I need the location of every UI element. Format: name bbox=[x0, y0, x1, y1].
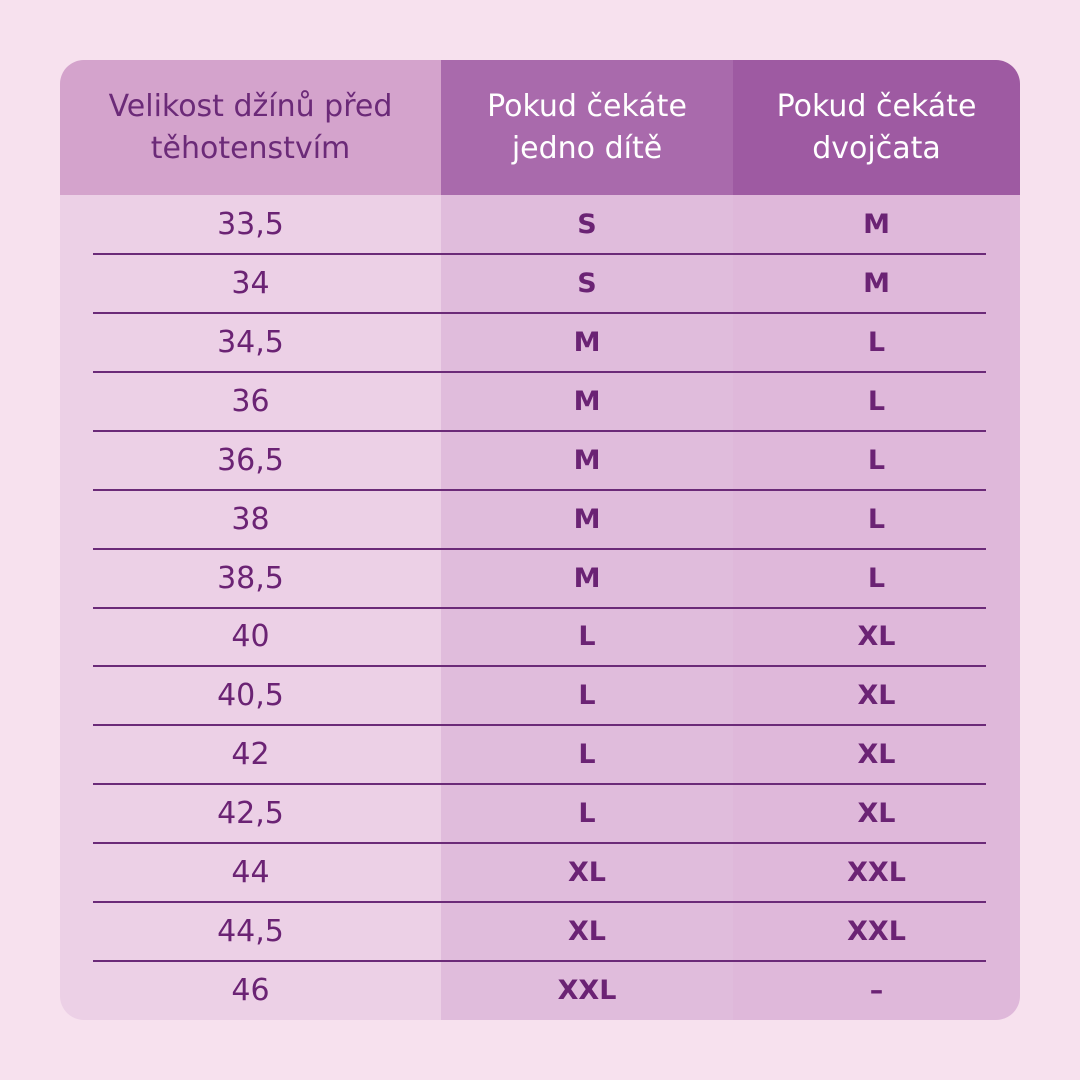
table-cell: M bbox=[863, 208, 890, 240]
row-separator bbox=[93, 724, 986, 727]
row-separator bbox=[93, 252, 986, 255]
table-cell: L bbox=[867, 503, 886, 535]
table-cell: L bbox=[867, 444, 886, 476]
table-cell: XL bbox=[857, 739, 896, 771]
table-cell: 46 bbox=[231, 973, 270, 1009]
table-cell: M bbox=[863, 267, 890, 299]
table-cell: S bbox=[577, 208, 597, 240]
table-cell: 34,5 bbox=[217, 324, 284, 360]
table-cell: 36,5 bbox=[217, 442, 284, 478]
table-cell: M bbox=[573, 385, 601, 417]
table-cell: XL bbox=[857, 621, 896, 653]
table-cell: XXL bbox=[557, 975, 617, 1007]
table-cell: XXL bbox=[847, 916, 906, 948]
row-separator bbox=[93, 665, 986, 668]
row-separator bbox=[93, 960, 986, 963]
table-cell: L bbox=[578, 798, 596, 830]
row-separator bbox=[93, 429, 986, 432]
row-separator bbox=[93, 606, 986, 609]
table-cell: 38 bbox=[231, 501, 270, 537]
header-cell: Pokud čekáte jedno dítě bbox=[441, 60, 733, 195]
table-cell: XXL bbox=[847, 857, 906, 889]
table-cell: S bbox=[577, 267, 597, 299]
column-bg bbox=[733, 60, 1020, 1020]
table-cell: XL bbox=[567, 916, 607, 948]
table-cell: L bbox=[867, 562, 886, 594]
table-cell: 40,5 bbox=[217, 678, 284, 714]
table-cell: 38,5 bbox=[217, 560, 284, 596]
table-cell: 42,5 bbox=[217, 796, 284, 832]
table-cell: L bbox=[578, 739, 596, 771]
table-cell: M bbox=[573, 503, 601, 535]
header-cell: Pokud čekáte dvojčata bbox=[733, 60, 1020, 195]
row-separator bbox=[93, 901, 986, 904]
table-cell: L bbox=[867, 326, 886, 358]
table-cell: 44 bbox=[231, 855, 270, 891]
row-separator bbox=[93, 488, 986, 491]
column-bg bbox=[441, 60, 733, 1020]
table-cell: L bbox=[578, 680, 596, 712]
table-cell: 33,5 bbox=[217, 206, 284, 242]
table-cell: M bbox=[573, 562, 601, 594]
table-cell: XL bbox=[857, 798, 896, 830]
row-separator bbox=[93, 311, 986, 314]
size-table: Velikost džínů před těhotenstvím Pokud če… bbox=[60, 60, 1020, 1020]
table-cell: XL bbox=[857, 680, 896, 712]
header-cell: Velikost džínů před těhotenstvím bbox=[60, 60, 441, 195]
table-cell: 34 bbox=[231, 265, 270, 301]
table-cell: M bbox=[573, 326, 601, 358]
table-cell: 40 bbox=[231, 619, 270, 655]
row-separator bbox=[93, 783, 986, 786]
table-cell: L bbox=[867, 385, 886, 417]
table-cell: – bbox=[869, 975, 884, 1007]
table-cell: M bbox=[573, 444, 601, 476]
table-cell: L bbox=[578, 621, 596, 653]
table-cell: 42 bbox=[231, 737, 270, 773]
row-separator bbox=[93, 370, 986, 373]
row-separator bbox=[93, 547, 986, 550]
column-bg bbox=[60, 60, 441, 1020]
table-cell: 36 bbox=[231, 383, 270, 419]
table-cell: XL bbox=[567, 857, 607, 889]
table-cell: 44,5 bbox=[217, 914, 284, 950]
row-separator bbox=[93, 842, 986, 845]
